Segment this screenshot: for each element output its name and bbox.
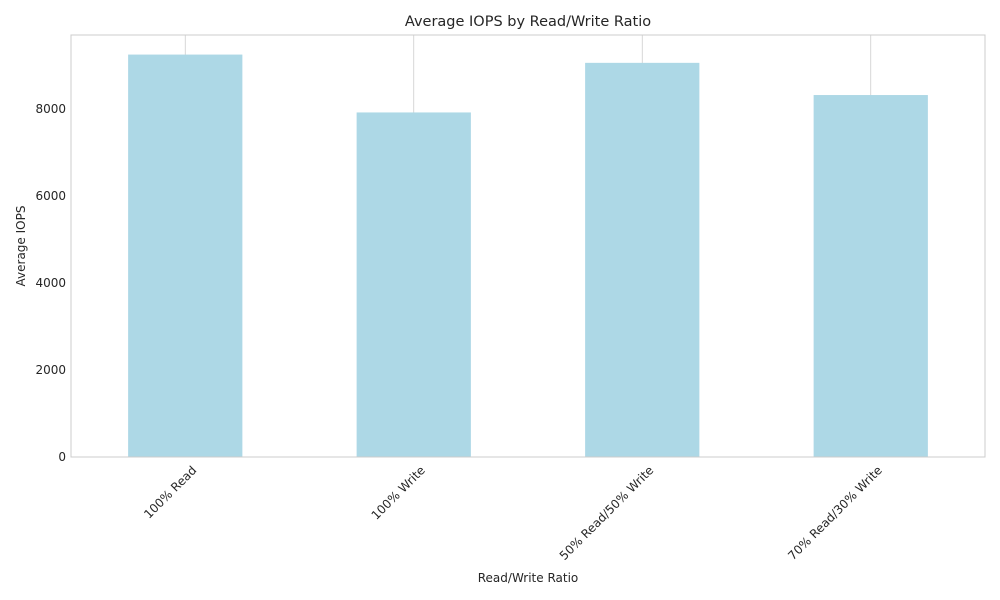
y-tick-label: 6000 — [35, 189, 66, 203]
y-axis-label: Average IOPS — [14, 206, 28, 287]
plot-frame — [70, 34, 986, 458]
x-tick-label: 100% Write — [369, 463, 428, 522]
x-axis-label: Read/Write Ratio — [478, 571, 579, 585]
x-tick-label: 70% Read/30% Write — [785, 463, 885, 563]
y-tick-label: 4000 — [35, 276, 66, 290]
bar — [813, 95, 928, 458]
x-tick-label: 100% Read — [141, 463, 199, 521]
bar — [356, 112, 471, 457]
x-tick-label: 50% Read/50% Write — [557, 463, 657, 563]
gridlines — [184, 35, 872, 457]
x-axis-ticks: 100% Read 100% Write 50% Read/50% Write 70%… — [141, 463, 885, 563]
bar — [128, 54, 243, 457]
y-tick-label: 8000 — [35, 102, 66, 116]
y-tick-label: 2000 — [35, 363, 66, 377]
chart-title: Average IOPS by Read/Write Ratio — [405, 14, 651, 30]
bar — [585, 62, 700, 458]
bars — [128, 54, 928, 458]
y-tick-label: 0 — [58, 450, 66, 464]
y-axis-ticks: 0 2000 4000 6000 8000 — [35, 102, 66, 464]
